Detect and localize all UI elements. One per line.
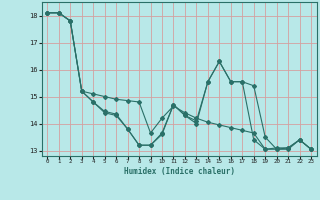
X-axis label: Humidex (Indice chaleur): Humidex (Indice chaleur) [124,167,235,176]
